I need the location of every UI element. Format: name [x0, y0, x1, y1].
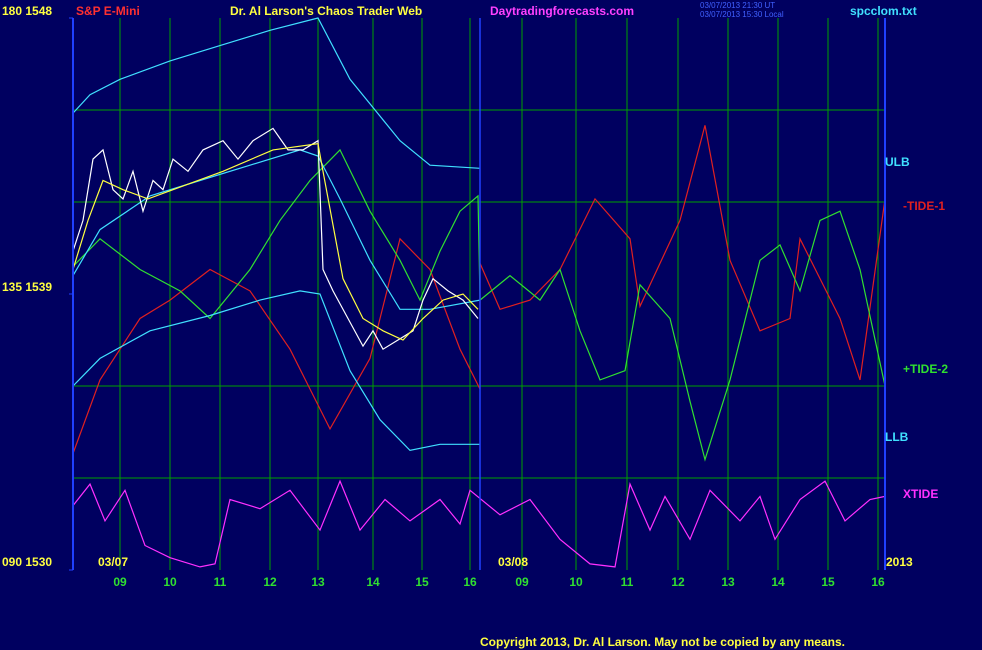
series-line: [72, 479, 886, 568]
site: Daytradingforecasts.com: [490, 4, 634, 18]
x-tick-label: 14: [771, 575, 785, 589]
timestamp: 03/07/2013 21:30 UT: [700, 1, 775, 10]
x-tick-label: 10: [163, 575, 177, 589]
x-tick-label: 12: [263, 575, 277, 589]
series-line: [72, 17, 481, 169]
x-tick-label: 16: [463, 575, 477, 589]
legend-label: XTIDE: [903, 487, 938, 501]
series-line: [72, 290, 480, 452]
y-tick-label: 135 1539: [2, 280, 52, 294]
x-tick-label: 11: [214, 575, 227, 589]
x-tick-label: 13: [311, 575, 325, 589]
chart-title: Dr. Al Larson's Chaos Trader Web: [230, 4, 422, 18]
annotation: 03/08: [498, 555, 528, 569]
file-name: spcclom.txt: [850, 4, 917, 18]
timestamp: 03/07/2013 15:30 Local: [700, 10, 784, 19]
legend-label: LLB: [885, 430, 909, 444]
x-tick-label: 15: [415, 575, 429, 589]
series-line: [72, 148, 886, 462]
y-tick-label: 090 1530: [2, 555, 52, 569]
copyright: Copyright 2013, Dr. Al Larson. May not b…: [480, 635, 845, 649]
series-line: [72, 149, 481, 310]
x-tick-label: 12: [671, 575, 685, 589]
series-line: [72, 125, 886, 454]
legend-label: -TIDE-1: [903, 199, 945, 213]
legend-label: ULB: [885, 155, 910, 169]
y-tick-label: 180 1548: [2, 4, 52, 18]
annotation: 2013: [886, 555, 913, 569]
symbol: S&P E-Mini: [76, 4, 140, 18]
x-tick-label: 13: [721, 575, 735, 589]
x-tick-label: 15: [821, 575, 835, 589]
x-tick-label: 11: [621, 575, 634, 589]
x-tick-label: 14: [366, 575, 380, 589]
series-line: [72, 143, 479, 341]
x-tick-label: 16: [871, 575, 885, 589]
legend-label: +TIDE-2: [903, 362, 948, 376]
x-tick-label: 09: [113, 575, 127, 589]
annotation: 03/07: [98, 555, 128, 569]
plot-area: [72, 17, 886, 570]
x-tick-label: 09: [515, 575, 529, 589]
x-tick-label: 10: [569, 575, 583, 589]
